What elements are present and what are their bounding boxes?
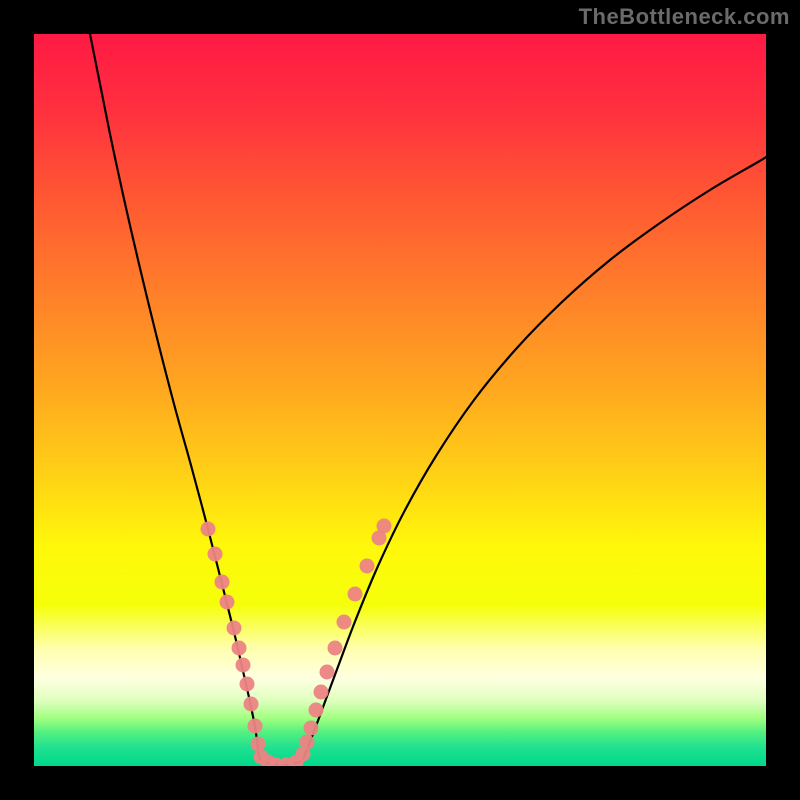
marker-dot	[227, 621, 242, 636]
marker-dot	[320, 665, 335, 680]
marker-dot	[304, 721, 319, 736]
marker-dot	[232, 641, 247, 656]
watermark-text: TheBottleneck.com	[579, 4, 790, 30]
marker-dot	[201, 522, 216, 537]
marker-dot	[220, 595, 235, 610]
marker-dot	[208, 547, 223, 562]
marker-dot	[240, 677, 255, 692]
marker-dot	[236, 658, 251, 673]
marker-dot	[248, 719, 263, 734]
plot-svg	[34, 34, 766, 766]
marker-dot	[251, 737, 266, 752]
marker-dot	[348, 587, 363, 602]
marker-dot	[309, 703, 324, 718]
chart-frame: TheBottleneck.com	[0, 0, 800, 800]
marker-dot	[215, 575, 230, 590]
marker-dot	[337, 615, 352, 630]
marker-dot	[314, 685, 329, 700]
marker-dot	[328, 641, 343, 656]
marker-dot	[244, 697, 259, 712]
marker-dot	[377, 519, 392, 534]
gradient-background	[34, 34, 766, 766]
marker-dot	[300, 735, 315, 750]
plot-area	[34, 34, 766, 766]
marker-dot	[360, 559, 375, 574]
